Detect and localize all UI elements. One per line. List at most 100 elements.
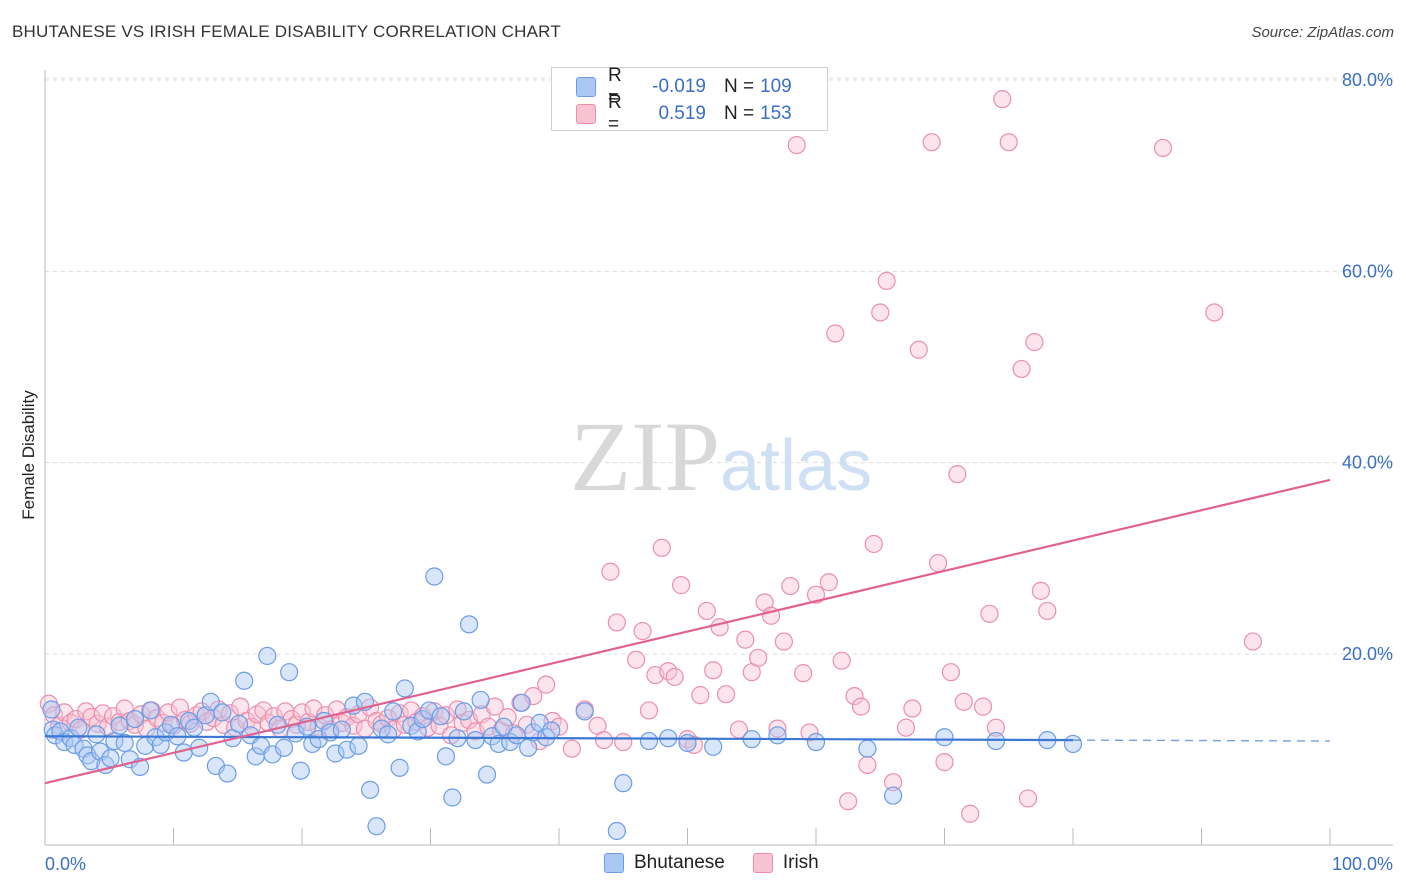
- y-tick-label: 20.0%: [1342, 644, 1393, 664]
- irish-point: [845, 686, 864, 706]
- bhutanese-point: [378, 725, 398, 744]
- legend-n-value: 109: [760, 76, 792, 97]
- bhutanese-trendline-extension: [1072, 739, 1331, 742]
- bhutanese-trendline: [44, 735, 1074, 742]
- irish-point: [736, 630, 755, 649]
- bhutanese-point: [466, 730, 485, 750]
- irish-point: [652, 538, 671, 557]
- legend-label-irish: Irish: [782, 852, 819, 873]
- irish-point: [1018, 789, 1038, 808]
- y-tick-label: 60.0%: [1342, 261, 1393, 281]
- bhutanese-point: [858, 739, 877, 758]
- bhutanese-point: [477, 765, 497, 784]
- irish-point: [781, 576, 800, 596]
- bhutanese-point: [986, 731, 1006, 751]
- bhutanese-point: [213, 703, 232, 722]
- irish-point: [1031, 581, 1050, 600]
- bhutanese-point: [384, 702, 403, 721]
- legend-n-label: N =: [724, 76, 755, 97]
- bhutanese-point: [806, 732, 826, 752]
- irish-point: [954, 692, 973, 711]
- irish-trendline: [44, 478, 1331, 785]
- chart-title: BHUTANESE VS IRISH FEMALE DISABILITY COR…: [12, 22, 561, 41]
- irish-point: [1153, 138, 1173, 158]
- bhutanese-point: [141, 701, 160, 720]
- irish-point: [1205, 303, 1224, 322]
- irish-point: [774, 632, 793, 651]
- bhutanese-point: [494, 717, 513, 736]
- bhutanese-point: [125, 709, 145, 729]
- bhutanese-point: [425, 567, 444, 586]
- legend-swatch-pink: [576, 104, 596, 124]
- irish-point: [986, 718, 1006, 737]
- irish-point: [800, 723, 819, 742]
- legend-item-irish[interactable]: Irish: [752, 852, 819, 874]
- bhutanese-point: [519, 738, 538, 757]
- bhutanese-point: [326, 744, 345, 763]
- bhutanese-point: [91, 742, 110, 761]
- bhutanese-point: [704, 737, 723, 756]
- bhutanese-point: [1063, 734, 1083, 754]
- bhutanese-point: [935, 728, 954, 747]
- irish-point: [794, 664, 813, 683]
- irish-point: [448, 700, 467, 719]
- irish-point: [749, 648, 768, 667]
- irish-point: [704, 661, 723, 680]
- irish-point: [436, 706, 456, 725]
- irish-point: [498, 708, 517, 727]
- irish-point: [993, 90, 1012, 109]
- irish-point: [639, 701, 659, 720]
- bhutanese-point: [436, 747, 456, 766]
- bhutanese-point: [420, 701, 439, 720]
- watermark-atlas: atlas: [720, 426, 872, 506]
- irish-point: [903, 699, 922, 718]
- y-tick-label: 40.0%: [1342, 453, 1393, 473]
- legend-r-value: 0.519: [658, 103, 706, 124]
- irish-point: [980, 604, 999, 623]
- bhutanese-point: [614, 774, 633, 793]
- bhutanese-point: [607, 821, 626, 841]
- irish-point: [928, 554, 948, 573]
- irish-point: [999, 133, 1018, 152]
- irish-point: [909, 340, 928, 359]
- x-tick-label-min: 0.0%: [45, 854, 86, 874]
- irish-point: [1025, 333, 1044, 352]
- bhutanese-point: [87, 725, 106, 744]
- bhutanese-point: [367, 817, 386, 836]
- bhutanese-point: [883, 786, 903, 805]
- legend-n-label: N =: [724, 103, 755, 124]
- irish-point: [524, 686, 543, 706]
- bhutanese-point: [280, 663, 299, 682]
- axis-labels: 20.0% 40.0% 60.0% 80.0% 0.0% 100.0% Female Dis…: [19, 70, 1393, 874]
- irish-point: [961, 804, 980, 823]
- irish-point: [716, 685, 736, 704]
- bhutanese-point: [395, 679, 414, 698]
- irish-point: [594, 730, 614, 750]
- irish-point: [832, 651, 851, 670]
- irish-point: [787, 135, 806, 155]
- irish-point: [839, 792, 858, 811]
- irish-point: [537, 675, 556, 694]
- irish-point: [697, 601, 716, 621]
- bhutanese-point: [263, 745, 282, 764]
- bhutanese-point: [431, 707, 450, 726]
- legend-item-bhutanese[interactable]: Bhutanese: [604, 852, 725, 874]
- irish-point: [806, 585, 826, 604]
- bhutanese-point: [349, 736, 368, 755]
- irish-point: [896, 718, 916, 737]
- irish-point: [851, 697, 871, 716]
- y-axis-label: Female Disability: [19, 390, 38, 520]
- source-label: Source: ZipAtlas.com: [1251, 24, 1394, 41]
- irish-point: [819, 573, 838, 592]
- irish-point: [871, 303, 890, 322]
- irish-point: [883, 773, 903, 792]
- bhutanese-point: [274, 738, 294, 757]
- irish-point: [292, 703, 312, 722]
- irish-point: [922, 133, 941, 152]
- bhutanese-point: [258, 646, 277, 666]
- bhutanese-point: [161, 715, 181, 734]
- bhutanese-point: [575, 702, 594, 721]
- bhutanese-point: [768, 726, 787, 745]
- legend-swatch-blue: [576, 77, 596, 97]
